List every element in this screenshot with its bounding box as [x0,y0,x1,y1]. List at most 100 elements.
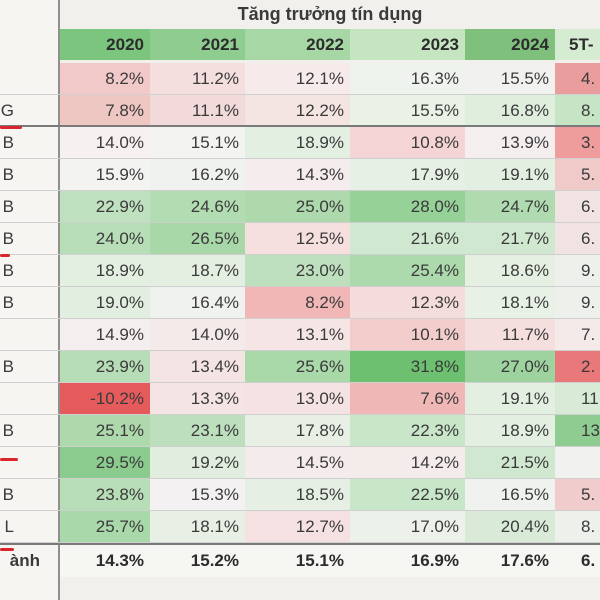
cell-5T-2: 5. [555,159,600,191]
cell-2022: 12.2% [245,95,350,127]
row-label: B [0,415,58,447]
cell-2020: 23.9% [60,351,150,383]
cell-2024: 20.4% [465,511,555,543]
table-row: 19.0% 16.4% 8.2% 12.3% 18.1% 9. [60,287,600,319]
row-label [0,447,58,479]
red-pen-mark [0,254,10,257]
row-label-text: G [0,101,14,120]
total-label-text: ành [9,551,40,570]
row-label: B [0,287,58,319]
cell-5T-2: 11. [555,383,600,415]
row-separator [0,478,600,479]
table-row: 15.9% 16.2% 14.3% 17.9% 19.1% 5. [60,159,600,191]
cell-2021: 15.3% [150,479,245,511]
row-separator [0,318,600,319]
cell-5T-2: 5. [555,479,600,511]
row-separator [0,350,600,351]
cell-2023: 25.4% [350,255,465,287]
cell-2024: 11.7% [465,319,555,351]
cell-2024: 18.6% [465,255,555,287]
row-separator [0,94,600,95]
table-row: 23.9% 13.4% 25.6% 31.8% 27.0% 2. [60,351,600,383]
cell-2023: 15.5% [350,95,465,127]
row-label: L [0,511,58,543]
row-separator [0,125,600,127]
row-separator [0,382,600,383]
cell-2024: 19.1% [465,383,555,415]
total-cell-5T-2: 6. [555,545,600,577]
row-separator [0,286,600,287]
cell-2021: 11.2% [150,63,245,95]
row-label: B [0,191,58,223]
cell-2023: 7.6% [350,383,465,415]
row-label-column [0,0,60,600]
cell-5T-2: 7. [555,319,600,351]
cell-2024: 18.1% [465,287,555,319]
cell-2023: 21.6% [350,223,465,255]
row-separator [0,510,600,511]
table-row: 24.0% 26.5% 12.5% 21.6% 21.7% 6. [60,223,600,255]
cell-2021: 23.1% [150,415,245,447]
cell-2024: 18.9% [465,415,555,447]
cell-5T-2: 4. [555,63,600,95]
cell-2021: 16.2% [150,159,245,191]
row-label-text: B [2,229,14,248]
cell-2024: 21.7% [465,223,555,255]
cell-2020: 14.9% [60,319,150,351]
year-header-4: 2024 [465,29,555,60]
row-label-text: B [2,197,14,216]
row-label: B [0,223,58,255]
total-label: ành [0,545,58,577]
cell-5T-2: 2. [555,351,600,383]
row-label-text: B [2,485,14,504]
year-header-0: 2020 [60,29,150,60]
cell-2020: -10.2% [60,383,150,415]
red-pen-mark [0,548,14,551]
cell-2020: 14.0% [60,127,150,159]
cell-2021: 11.1% [150,95,245,127]
row-label: B [0,351,58,383]
total-cell-2024: 17.6% [465,545,555,577]
row-separator [0,542,600,543]
cell-2022: 12.7% [245,511,350,543]
table-row: -10.2%13.3%13.0%7.6%19.1%11. [60,383,600,415]
row-label: G [0,95,58,127]
cell-2020: 8.2% [60,63,150,95]
cell-2021: 15.1% [150,127,245,159]
row-label: B [0,159,58,191]
cell-2020: 23.8% [60,479,150,511]
cell-2022: 13.1% [245,319,350,351]
year-header-2: 2022 [245,29,350,60]
row-separator [0,446,600,447]
row-label: B [0,479,58,511]
cell-2023: 10.8% [350,127,465,159]
row-label [0,319,58,351]
total-cell-2020: 14.3% [60,545,150,577]
table-row: 7.8% 11.1% 12.2% 15.5% 16.8% 8. [60,95,600,127]
row-label-text: B [2,165,14,184]
row-separator [0,222,600,223]
cell-5T-2: 3. [555,127,600,159]
row-label-text: L [4,517,14,536]
cell-2022: 25.6% [245,351,350,383]
table-row: 8.2% 11.2% 12.1% 16.3% 15.5% 4. [60,63,600,95]
cell-2024: 15.5% [465,63,555,95]
cell-2022: 14.3% [245,159,350,191]
cell-2024: 21.5% [465,447,555,479]
cell-2023: 16.3% [350,63,465,95]
total-cell-2023: 16.9% [350,545,465,577]
red-pen-mark [0,458,18,461]
cell-2022: 17.8% [245,415,350,447]
cell-2023: 31.8% [350,351,465,383]
row-label-text: B [2,421,14,440]
cell-2023: 28.0% [350,191,465,223]
cell-5T-2: 9. [555,287,600,319]
cell-2022: 18.9% [245,127,350,159]
cell-2021: 26.5% [150,223,245,255]
cell-2021: 18.7% [150,255,245,287]
table-row: 14.0% 15.1% 18.9% 10.8% 13.9% 3. [60,127,600,159]
cell-2023: 14.2% [350,447,465,479]
cell-5T-2: 6. [555,223,600,255]
